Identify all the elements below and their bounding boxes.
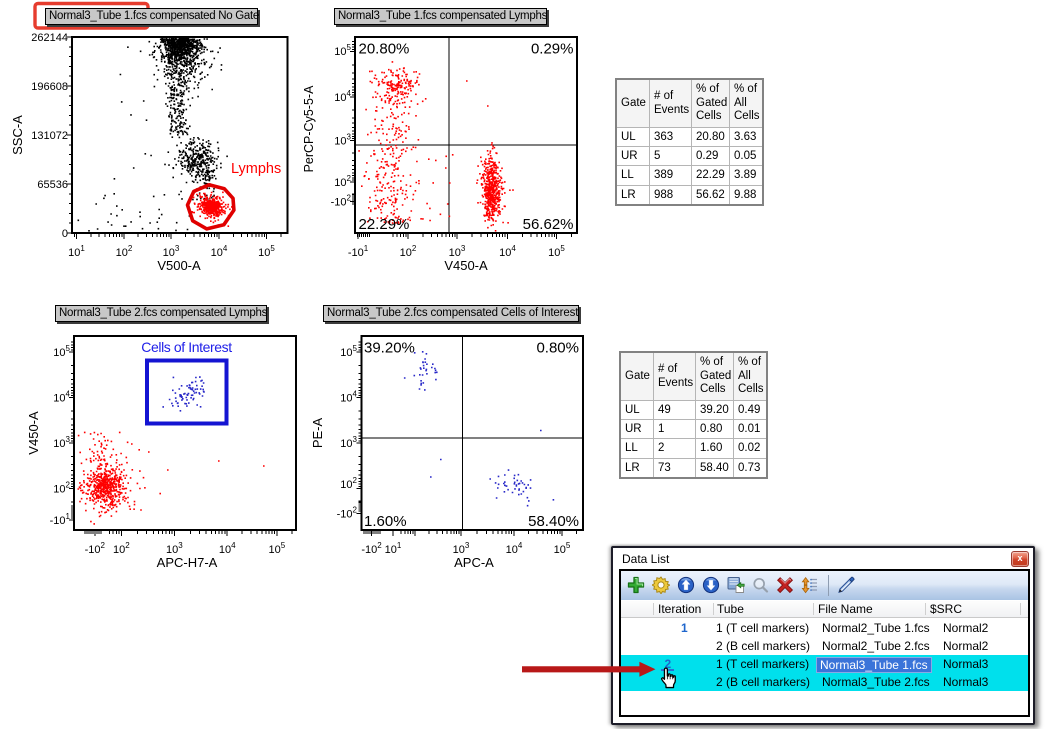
svg-text:101: 101 [385,541,402,556]
svg-text:102: 102 [53,481,70,496]
svg-text:196608: 196608 [31,81,68,93]
svg-text:0: 0 [62,228,68,240]
svg-text:105: 105 [334,43,351,58]
svg-text:V500-A: V500-A [157,258,201,273]
svg-text:104: 104 [340,390,357,405]
svg-text:20.80%: 20.80% [359,41,410,58]
svg-text:131072: 131072 [31,130,68,142]
svg-text:262144: 262144 [31,32,68,44]
svg-text:V450-A: V450-A [26,411,41,455]
svg-text:102: 102 [400,244,417,259]
svg-text:Lymphs: Lymphs [231,161,281,177]
svg-text:39.20%: 39.20% [364,340,415,357]
svg-text:102: 102 [340,476,357,491]
svg-text:1.60%: 1.60% [364,513,407,530]
svg-text:-101: -101 [348,244,369,259]
svg-text:0.80%: 0.80% [536,340,579,357]
svg-text:105: 105 [269,541,286,556]
svg-text:102: 102 [334,174,351,189]
svg-text:103: 103 [453,541,470,556]
svg-text:APC-H7-A: APC-H7-A [157,555,218,570]
svg-text:103: 103 [449,244,466,259]
svg-text:103: 103 [334,133,351,148]
svg-text:-101: -101 [50,512,71,527]
svg-text:104: 104 [53,390,70,405]
svg-text:104: 104 [334,89,351,104]
svg-text:SSC-A: SSC-A [10,115,25,155]
svg-text:103: 103 [163,244,180,259]
svg-text:-102: -102 [337,506,358,521]
svg-text:103: 103 [53,435,70,450]
svg-text:105: 105 [340,344,357,359]
svg-text:V450-A: V450-A [444,258,488,273]
svg-text:102: 102 [116,244,133,259]
svg-text:PE-A: PE-A [310,418,325,449]
svg-text:0.29%: 0.29% [531,41,574,58]
svg-text:105: 105 [258,244,275,259]
svg-text:56.62%: 56.62% [523,216,574,233]
svg-text:-102: -102 [85,541,106,556]
svg-text:PerCP-Cy5-5-A: PerCP-Cy5-5-A [302,85,316,172]
svg-text:102: 102 [113,541,130,556]
svg-text:103: 103 [166,541,183,556]
svg-text:Cells of Interest: Cells of Interest [141,339,232,355]
svg-text:105: 105 [53,344,70,359]
svg-text:-102: -102 [361,541,382,556]
svg-text:103: 103 [340,435,357,450]
svg-text:104: 104 [506,541,523,556]
svg-text:104: 104 [499,244,516,259]
svg-text:104: 104 [219,541,236,556]
svg-text:105: 105 [554,541,571,556]
svg-text:-102: -102 [331,194,352,209]
svg-text:101: 101 [68,244,85,259]
svg-text:65536: 65536 [37,179,68,191]
svg-text:104: 104 [211,244,228,259]
svg-text:105: 105 [548,244,565,259]
svg-text:22.29%: 22.29% [359,216,410,233]
svg-text:APC-A: APC-A [454,555,494,570]
svg-text:58.40%: 58.40% [528,513,579,530]
